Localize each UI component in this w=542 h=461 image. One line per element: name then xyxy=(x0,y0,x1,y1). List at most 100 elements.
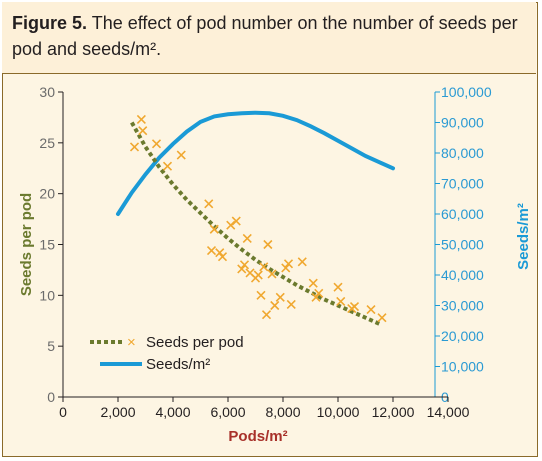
legend: × Seeds per pod Seeds/m² xyxy=(90,334,244,373)
seeds-per-pod-point xyxy=(136,114,146,125)
seeds-per-pod-point-stroke xyxy=(377,313,387,323)
x-axis-label: Pods/m² xyxy=(228,428,287,445)
seeds-per-pod-point xyxy=(366,305,376,315)
seeds-per-pod-point-stroke xyxy=(283,259,294,269)
seeds-per-pod-point-stroke xyxy=(209,224,219,234)
figure-frame xyxy=(2,2,538,457)
right-axis-tick-label: 60,000 xyxy=(441,206,484,222)
seeds-per-pod-trend-line xyxy=(130,121,381,326)
x-axis-tick-label: 12,000 xyxy=(372,404,415,420)
seeds-per-pod-point-stroke xyxy=(206,246,217,256)
seeds-per-pod-point-stroke xyxy=(261,310,272,320)
seeds-per-pod-point-stroke xyxy=(263,239,273,250)
seeds-per-pod-point xyxy=(209,224,219,234)
seeds-per-pod-point xyxy=(377,313,387,323)
seeds-per-pod-point-stroke xyxy=(239,260,250,270)
figure-caption: Figure 5. The effect of pod number on th… xyxy=(2,2,536,74)
left-axis-tick-label: 10 xyxy=(39,287,55,303)
seeds-per-pod-point xyxy=(297,257,307,267)
left-axis-tick-label: 5 xyxy=(47,338,55,354)
seeds-per-pod-point-stroke xyxy=(297,257,307,267)
seeds-per-pod-point xyxy=(204,199,214,209)
seeds-per-pod-point-stroke xyxy=(314,288,324,298)
seeds-per-pod-point xyxy=(333,282,343,292)
seeds-per-pod-point-stroke xyxy=(270,300,280,311)
seeds-per-pod-point xyxy=(281,263,291,273)
seeds-per-pod-point xyxy=(275,292,285,302)
figure-label: Figure 5. xyxy=(12,13,88,33)
seeds-per-pod-point xyxy=(308,278,318,288)
seeds-per-pod-point xyxy=(151,139,162,149)
x-axis-tick-label: 14,000 xyxy=(427,404,470,420)
seeds-per-pod-point-stroke xyxy=(308,278,318,288)
seeds-per-pod-point-stroke xyxy=(275,292,285,302)
figure-title: The effect of pod number on the number o… xyxy=(12,13,518,59)
left-axis-label: Seeds per pod xyxy=(18,193,35,296)
seeds-per-pod-point xyxy=(237,264,247,274)
seeds-per-pod-point-stroke xyxy=(286,299,296,310)
left-axis-tick-label: 25 xyxy=(39,135,55,151)
seeds-per-pod-point xyxy=(239,260,250,270)
seeds-per-pod-point-stroke xyxy=(204,199,214,209)
seeds-per-pod-point xyxy=(286,299,296,310)
seeds-per-pod-point xyxy=(283,259,294,269)
seeds-per-pod-point xyxy=(162,161,173,171)
seeds-m2-line xyxy=(116,110,395,216)
seeds-per-pod-point-stroke xyxy=(311,292,321,302)
seeds-per-pod-point-stroke xyxy=(242,233,252,243)
seeds-per-pod-point-stroke xyxy=(176,150,186,160)
seeds-per-pod-point-stroke xyxy=(129,142,140,152)
right-axis-tick-label: 90,000 xyxy=(441,115,484,131)
seeds-per-pod-point-stroke xyxy=(162,161,173,171)
seeds-per-pod-point xyxy=(349,301,360,312)
seeds-per-pod-point xyxy=(242,233,252,243)
right-axis-tick-label: 20,000 xyxy=(441,328,484,344)
seeds-per-pod-point-stroke xyxy=(136,114,146,125)
legend-seeds-m2-label: Seeds/m² xyxy=(146,356,210,373)
x-axis-tick-label: 10,000 xyxy=(317,404,360,420)
seeds-per-pod-point-stroke xyxy=(245,268,255,278)
left-axis-tick-label: 15 xyxy=(39,237,55,253)
seeds-per-pod-point-stroke xyxy=(226,220,236,230)
seeds-per-pod-point xyxy=(231,216,241,226)
right-axis-tick-label: 50,000 xyxy=(441,237,484,253)
seeds-per-pod-point xyxy=(215,248,225,258)
seeds-per-pod-point-stroke xyxy=(366,305,376,315)
right-axis-tick-label: 10,000 xyxy=(441,359,484,375)
seeds-per-pod-point xyxy=(256,290,266,300)
seeds-per-pod-point xyxy=(336,296,346,306)
axes: 0 5 10 15 20 25 30 0 10,000 20,000 30,000 40,000 50,… xyxy=(39,84,491,420)
right-axis-tick-label: 70,000 xyxy=(441,176,484,192)
right-axis-tick-label: 100,000 xyxy=(441,84,492,100)
seeds-per-pod-point-stroke xyxy=(151,139,162,149)
seeds-per-pod-point-stroke xyxy=(215,248,225,258)
seeds-per-pod-point xyxy=(267,269,277,279)
seeds-per-pod-point-stroke xyxy=(138,126,148,136)
seeds-per-pod-point xyxy=(253,270,263,280)
right-axis-tick-label: 30,000 xyxy=(441,298,484,314)
seeds-per-pod-point xyxy=(138,126,148,136)
left-axis-tick-label: 30 xyxy=(39,84,55,100)
legend-seeds-per-pod-label: Seeds per pod xyxy=(146,334,244,351)
seeds-per-pod-point xyxy=(311,292,321,302)
x-axis-tick-label: 2,000 xyxy=(100,404,135,420)
seeds-per-pod-point-stroke xyxy=(256,290,266,300)
seeds-per-pod-point xyxy=(176,150,186,160)
seeds-per-pod-point-stroke xyxy=(333,282,343,292)
left-axis-tick-label: 20 xyxy=(39,186,55,202)
seeds-per-pod-point xyxy=(217,252,228,262)
right-axis-label: Seeds/m² xyxy=(515,203,532,270)
seeds-per-pod-point xyxy=(263,239,273,250)
right-axis-tick-label: 40,000 xyxy=(441,267,484,283)
right-axis-tick-label: 80,000 xyxy=(441,145,484,161)
seeds-per-pod-point-stroke xyxy=(267,269,277,279)
legend-seeds-per-pod-marker: × xyxy=(127,334,136,351)
left-axis-tick-label: 0 xyxy=(47,389,55,405)
seeds-per-pod-point-stroke xyxy=(253,270,263,280)
seeds-per-pod-point-stroke xyxy=(259,262,269,272)
seeds-per-pod-point xyxy=(259,262,269,272)
seeds-per-pod-point xyxy=(206,246,217,256)
seeds-per-pod-point xyxy=(314,288,324,298)
x-axis-tick-label: 4,000 xyxy=(155,404,190,420)
